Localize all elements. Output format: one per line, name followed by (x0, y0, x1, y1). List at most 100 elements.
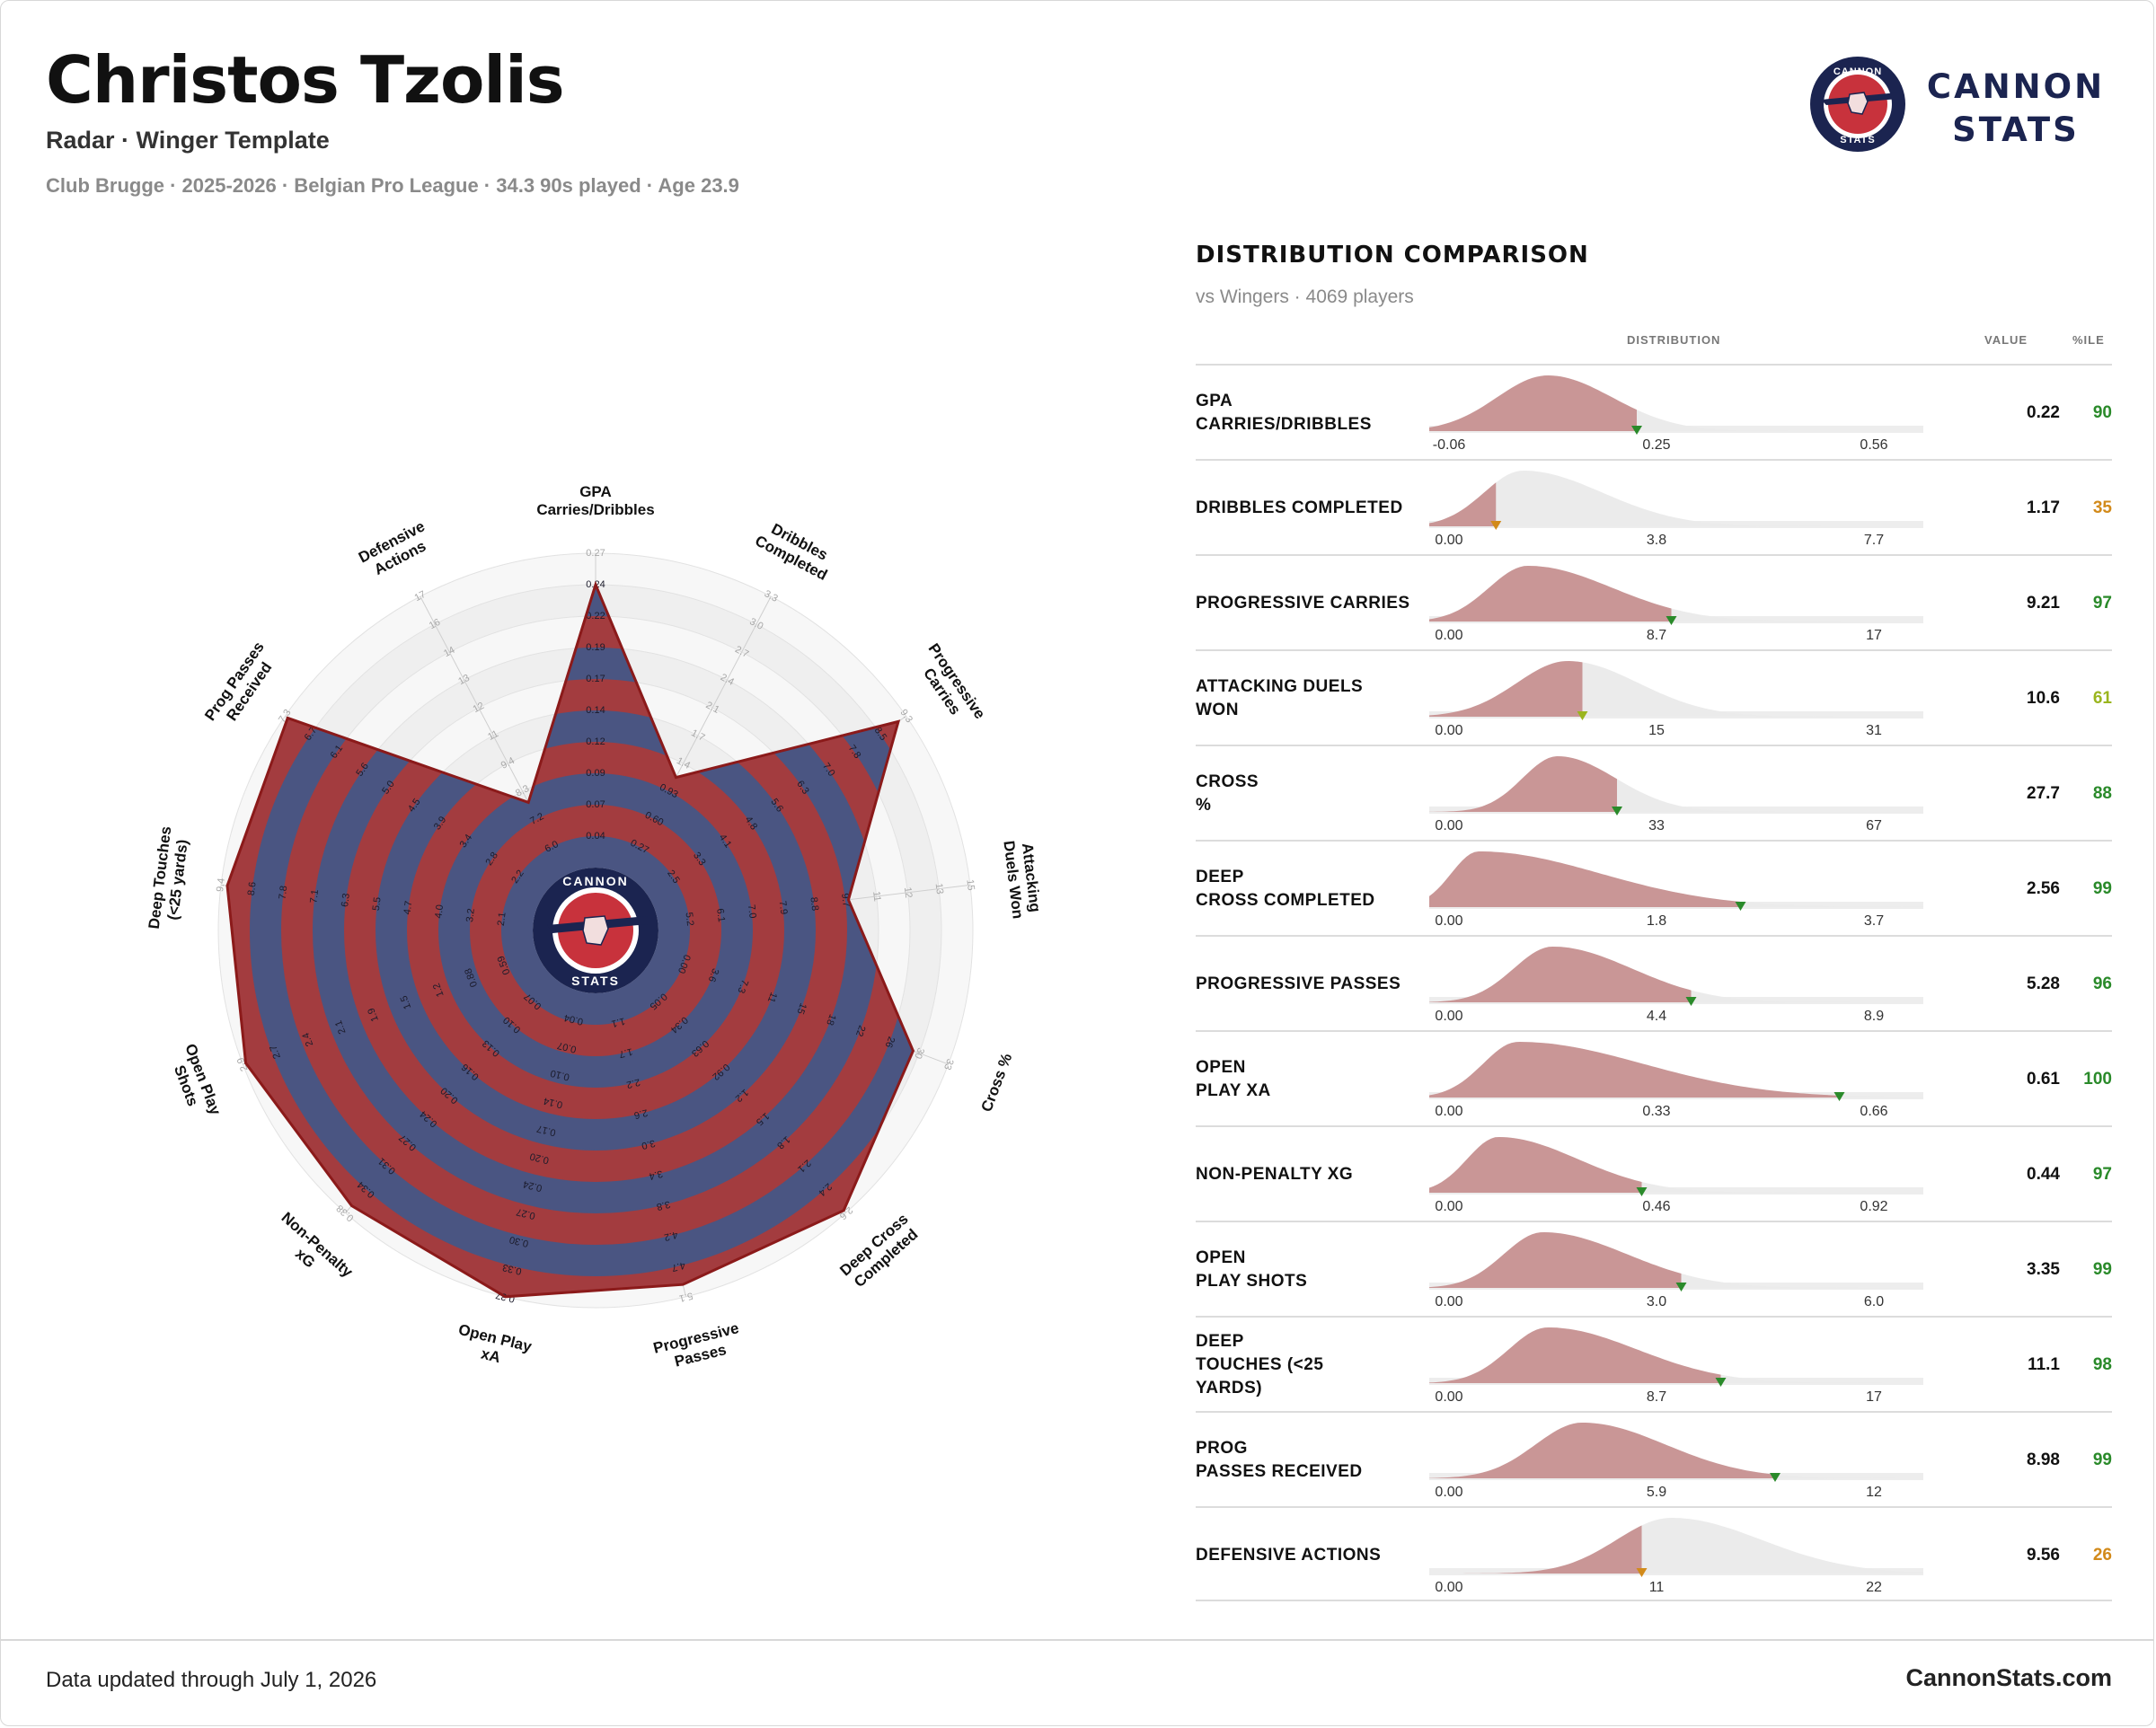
radar-tick-label: 1.5 (399, 994, 414, 1011)
site-link[interactable]: CannonStats.com (1905, 1664, 2112, 1691)
percentile-marker (1631, 426, 1642, 435)
distribution-row: DEFENSIVE ACTIONS 0.00 11 22 9.56 26 (1196, 1506, 2112, 1601)
distribution-curve (1429, 1518, 1923, 1577)
distribution-tick-label: 0.00 (1435, 533, 1463, 548)
distribution-curve (1429, 1423, 1923, 1482)
metric-label-line: WON (1196, 701, 1239, 719)
percentile-marker (1685, 997, 1697, 1006)
distribution-density-filled (1429, 1232, 1682, 1288)
radar-tick-label: 13 (456, 673, 471, 687)
chart-subtitle: Radar · Winger Template (46, 127, 330, 154)
distribution-curve (1429, 471, 1923, 530)
distribution-density-filled (1429, 947, 1692, 1002)
distribution-tick-label: 8.7 (1646, 628, 1667, 643)
percentile-marker (1577, 711, 1588, 720)
metric-label-line: OPEN (1196, 1248, 1246, 1267)
radar-axis-label-line: GPA (579, 483, 612, 500)
metric-label-line: DEEP (1196, 868, 1244, 886)
radar-tick-label: 7.8 (278, 885, 290, 900)
radar-tick-label: 1.9 (366, 1007, 381, 1024)
distribution-tick-label: 1.8 (1646, 913, 1667, 929)
radar-tick-label: 0.33 (501, 1262, 523, 1277)
radar-tick-label: 0.12 (586, 736, 605, 747)
radar-axis-label: Prog PassesReceived (201, 639, 282, 734)
logo-badge-bottom-text: STATS (1840, 135, 1875, 145)
metric-value: 11.1 (2028, 1355, 2060, 1374)
distribution-curve (1429, 375, 1923, 435)
metric-label-text: PROGRESSIVE PASSES (1196, 973, 1401, 996)
radar-tick-label: 4.7 (402, 900, 415, 915)
radar-tick-label: 0.09 (586, 768, 605, 779)
metric-label: DEFENSIVE ACTIONS (1196, 1508, 1420, 1603)
distribution-tick-label: 17 (1866, 628, 1882, 643)
brand-line-1: CANNON (1926, 67, 2106, 106)
distribution-tick-label: 0.00 (1435, 1199, 1463, 1214)
metric-percentile: 99 (2092, 879, 2112, 898)
logo-map-icon (1847, 92, 1869, 115)
distribution-density-filled (1429, 375, 1637, 431)
radar-tick-label: 5.1 (678, 1290, 694, 1303)
radar-tick-label: 16 (428, 617, 442, 631)
metric-label-line: CROSS COMPLETED (1196, 891, 1375, 910)
radar-tick-label: 11 (765, 991, 779, 1004)
radar-axis-label: GPA Carries/Dribbles (536, 483, 654, 518)
radar-tick-label: 11 (870, 891, 882, 903)
distribution-density-full (1429, 471, 1923, 526)
distribution-tick-label: 0.00 (1435, 818, 1463, 833)
metric-label-text: OPEN PLAY XA (1196, 1056, 1271, 1103)
radar-chart: 0.04 0.07 0.09 0.12 0.14 0.17 0.19 0.22 0.24 0.27… (146, 483, 1044, 1371)
metric-label-text: DEEP TOUCHES (<25 YARDS) (1196, 1330, 1323, 1400)
metric-label-line: % (1196, 796, 1212, 815)
metric-label: PROG PASSES RECEIVED (1196, 1413, 1420, 1508)
distribution-curve (1429, 1232, 1923, 1292)
player-name: Christos Tzolis (46, 42, 565, 118)
distribution-curve (1429, 1327, 1923, 1387)
metric-label-line: OPEN (1196, 1058, 1246, 1077)
metric-percentile: 88 (2092, 784, 2112, 803)
metric-percentile: 99 (2092, 1260, 2112, 1279)
distribution-tick-label: 12 (1866, 1485, 1882, 1500)
radar-badge-bottom-text: STATS (571, 974, 620, 988)
metric-percentile: 99 (2092, 1450, 2112, 1469)
column-header-value: VALUE (1984, 333, 2028, 347)
metric-label-line: PLAY XA (1196, 1081, 1271, 1100)
radar-tick-label: 0.27 (515, 1206, 536, 1221)
radar-tick-label: 6.1 (714, 908, 727, 923)
metric-label-text: ATTACKING DUELS WON (1196, 675, 1363, 722)
metric-value: 9.56 (2027, 1546, 2060, 1565)
distribution-tick-label: 22 (1866, 1580, 1882, 1595)
radar-tick-label: 2.7 (268, 1044, 283, 1061)
radar-tick-label: 6.3 (340, 893, 352, 908)
metric-label: PROGRESSIVE CARRIES (1196, 556, 1420, 651)
metric-percentile: 35 (2092, 498, 2112, 517)
radar-tick-label: 5.2 (683, 912, 695, 927)
distribution-tick-label: 11 (1648, 1580, 1665, 1595)
distribution-row: PROG PASSES RECEIVED 0.00 5.9 12 8.98 99 (1196, 1411, 2112, 1506)
metric-value: 10.6 (2027, 689, 2060, 708)
radar-axis-label: Deep Touches(<25 yards) (146, 825, 193, 932)
radar-axis-label: ProgressiveCarries (910, 640, 988, 732)
metric-label-line: PROGRESSIVE CARRIES (1196, 594, 1410, 613)
distribution-density-filled (1429, 482, 1497, 526)
metric-label-line: TOUCHES (<25 (1196, 1355, 1324, 1374)
distribution-density-full (1429, 1518, 1923, 1574)
percentile-marker (1636, 1187, 1648, 1196)
distribution-tick-label: 3.0 (1646, 1294, 1667, 1309)
metric-label-line: NON-PENALTY XG (1196, 1165, 1354, 1184)
distribution-curve (1429, 947, 1923, 1006)
metric-value: 27.7 (2027, 784, 2060, 803)
radar-tick-label: 0.07 (586, 799, 605, 810)
radar-axis-label: DefensiveActions (356, 517, 436, 582)
distribution-tick-label: 0.00 (1435, 1009, 1463, 1024)
metric-label: ATTACKING DUELS WON (1196, 651, 1420, 746)
distribution-tick-label: 8.9 (1863, 1009, 1885, 1024)
metric-label-line: GPA (1196, 392, 1233, 410)
radar-tick-label: 12 (472, 701, 486, 715)
radar-axis-label: Deep CrossCompleted (836, 1210, 923, 1292)
percentile-marker (1636, 1568, 1648, 1577)
distribution-tick-label: 0.00 (1435, 723, 1463, 738)
distribution-tick-label: 0.66 (1860, 1104, 1888, 1119)
radar-tick-label: 33 (941, 1057, 956, 1071)
metric-percentile: 98 (2092, 1355, 2112, 1374)
metric-label-text: PROG PASSES RECEIVED (1196, 1437, 1363, 1484)
